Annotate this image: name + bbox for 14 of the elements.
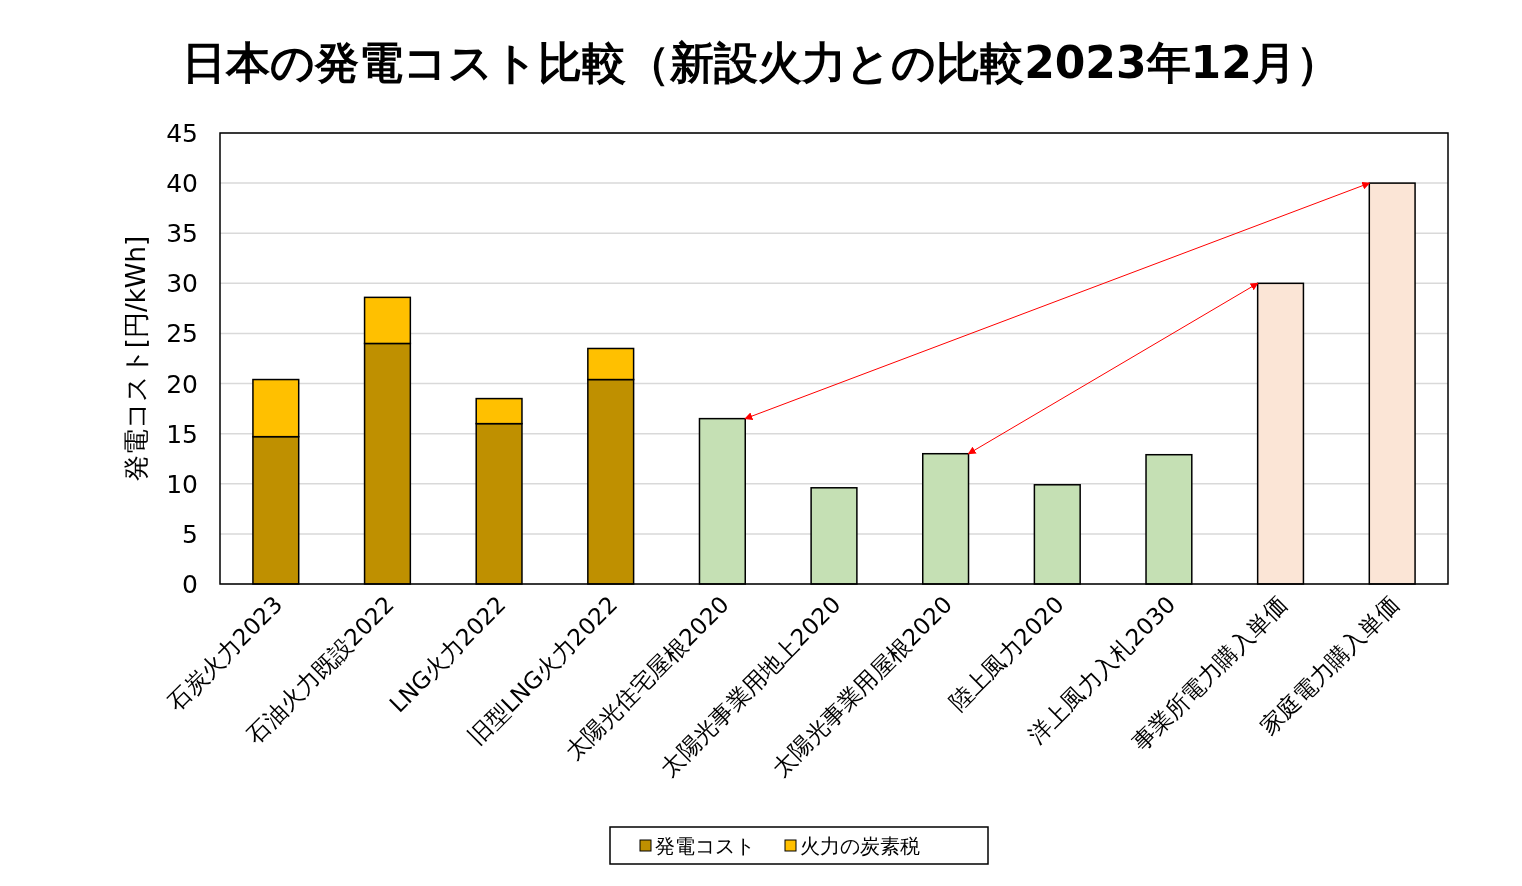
y-tick-label: 30 [166, 269, 198, 299]
y-tick-label: 5 [182, 519, 198, 549]
legend-label: 発電コスト [655, 834, 755, 858]
y-tick-label: 15 [166, 419, 198, 449]
chart-title: 日本の発電コスト比較（新設火力との比較2023年12月） [182, 37, 1340, 88]
legend-label: 火力の炭素税 [800, 834, 920, 858]
y-tick-label: 0 [182, 570, 198, 599]
y-tick-label: 35 [166, 219, 198, 249]
y-tick-label: 25 [166, 319, 198, 349]
y-tick-label: 40 [166, 169, 198, 199]
y-tick-label: 20 [166, 369, 198, 399]
y-tick-label: 10 [166, 469, 198, 499]
y-tick-label: 45 [166, 119, 198, 148]
y-axis-title: 発電コスト[円/kWh] [121, 235, 151, 482]
